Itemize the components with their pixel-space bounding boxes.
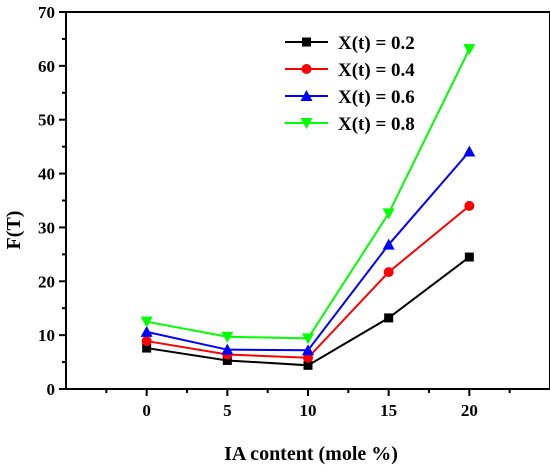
data-point (303, 352, 313, 363)
series-4 (140, 44, 476, 345)
series-3 (140, 145, 476, 356)
legend-item: X(t) = 0.6 (285, 87, 415, 108)
legend-item: X(t) = 0.4 (285, 60, 415, 81)
data-point (463, 145, 476, 157)
x-tick-label: 0 (142, 401, 151, 420)
series-line (146, 150, 471, 352)
y-tick-label: 0 (47, 380, 56, 399)
legend-marker (302, 37, 311, 47)
x-axis: 0 5 10 15 20 (105, 389, 511, 420)
data-point (141, 336, 152, 347)
data-point (221, 343, 234, 355)
y-tick-label: 20 (38, 272, 55, 291)
data-point (142, 343, 152, 353)
data-point (302, 333, 314, 345)
y-axis-title: F(T) (3, 211, 25, 250)
x-tick-label: 15 (380, 401, 397, 420)
data-point (384, 313, 394, 323)
legend-item: X(t) = 0.2 (285, 33, 415, 54)
data-point (303, 360, 313, 370)
series-1 (142, 252, 474, 370)
data-point (464, 200, 475, 211)
y-axis: 0 10 20 30 40 50 60 70 (38, 3, 66, 399)
series-line (146, 48, 471, 340)
data-point (140, 325, 153, 337)
data-point (222, 355, 232, 365)
x-tick-label: 10 (300, 401, 317, 420)
legend-label: X(t) = 0.8 (338, 114, 415, 135)
legend: X(t) = 0.2 X(t) = 0.4 X(t) = 0.6 X(t) = 0.8 (285, 33, 415, 135)
legend-item: X(t) = 0.8 (285, 114, 415, 135)
x-axis-title: IA content (mole %) (224, 443, 398, 465)
legend-label: X(t) = 0.2 (338, 33, 415, 54)
y-tick-label: 50 (38, 111, 55, 130)
legend-marker (301, 64, 312, 74)
legend-label: X(t) = 0.6 (338, 87, 415, 108)
data-point (140, 316, 153, 328)
legend-marker (300, 90, 313, 101)
data-point (464, 252, 474, 262)
y-tick-label: 30 (38, 218, 55, 237)
x-tick-label: 5 (223, 401, 232, 420)
data-point (302, 344, 314, 356)
legend-marker (300, 118, 313, 129)
y-tick-label: 60 (38, 57, 55, 76)
y-tick-label: 40 (38, 165, 55, 184)
data-point (382, 208, 395, 220)
x-tick-label: 20 (461, 401, 478, 420)
series-layer (140, 44, 476, 370)
data-point (463, 44, 476, 56)
legend-label: X(t) = 0.4 (338, 60, 415, 81)
data-point (383, 267, 394, 278)
y-tick-label: 70 (38, 3, 55, 22)
data-point (382, 238, 395, 250)
y-tick-label: 10 (38, 326, 55, 345)
data-point (221, 331, 234, 343)
